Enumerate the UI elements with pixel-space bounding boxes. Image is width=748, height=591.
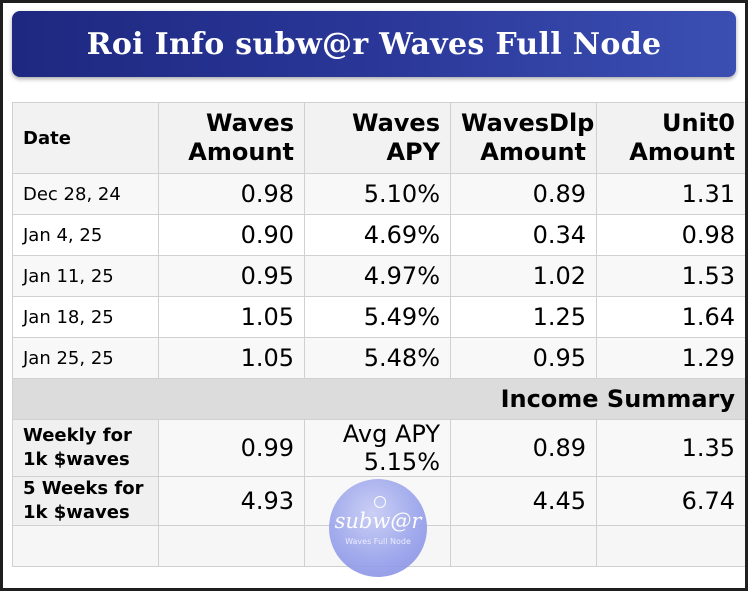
cell-date: Jan 4, 25	[12, 214, 159, 256]
table-row: Jan 25, 25 1.05 5.48% 0.95 1.29	[12, 337, 745, 379]
roi-table: Date Waves Amount Waves APY WavesDlp Amo…	[12, 102, 745, 567]
watermark-name: subw@r	[334, 509, 422, 533]
cell-apy: 5.10%	[304, 173, 451, 215]
col-header-wavesdlp-amount: WavesDlp Amount	[450, 102, 597, 174]
cell-date: Jan 25, 25	[12, 337, 159, 379]
cell-empty	[596, 525, 745, 567]
watermark-tagline: Waves Full Node	[345, 537, 411, 546]
cell-unit0: 1.29	[596, 337, 745, 379]
cell-label: Weekly for 1k $waves	[12, 419, 159, 477]
cell-apy: 4.69%	[304, 214, 451, 256]
cell-dlp: 0.89	[450, 419, 597, 477]
cell-waves: 0.98	[158, 173, 305, 215]
cell-apy: 5.48%	[304, 337, 451, 379]
page-frame: Roi Info subw@r Waves Full Node Date Wav…	[3, 3, 745, 588]
cell-waves: 0.99	[158, 419, 305, 477]
cell-waves: 1.05	[158, 337, 305, 379]
table-row: Dec 28, 24 0.98 5.10% 0.89 1.31	[12, 173, 745, 215]
cell-waves: 0.95	[158, 255, 305, 297]
page-title: Roi Info subw@r Waves Full Node	[86, 26, 662, 62]
section-row: Income Summary	[12, 378, 745, 420]
income-summary-heading: Income Summary	[12, 378, 745, 420]
cell-waves: 0.90	[158, 214, 305, 256]
node-logo-icon	[374, 496, 386, 508]
cell-dlp: 0.89	[450, 173, 597, 215]
avg-apy-value: 5.15%	[363, 448, 440, 476]
cell-date: Jan 18, 25	[12, 296, 159, 338]
table-row: Jan 11, 25 0.95 4.97% 1.02 1.53	[12, 255, 745, 297]
avg-apy-label: Avg APY	[342, 420, 440, 449]
cell-date: Dec 28, 24	[12, 173, 159, 215]
summary-row-weekly: Weekly for 1k $waves 0.99 Avg APY 5.15% 0…	[12, 419, 745, 477]
title-banner: Roi Info subw@r Waves Full Node	[12, 11, 736, 77]
header-row: Date Waves Amount Waves APY WavesDlp Amo…	[12, 102, 745, 174]
cell-empty	[12, 525, 159, 567]
col-header-waves-apy: Waves APY	[304, 102, 451, 174]
table-row: Jan 18, 25 1.05 5.49% 1.25 1.64	[12, 296, 745, 338]
summary-row-five-weeks: 5 Weeks for 1k $waves 4.93 4.45 6.74	[12, 476, 745, 526]
cell-apy: 4.97%	[304, 255, 451, 297]
col-header-waves-amount: Waves Amount	[158, 102, 305, 174]
cell-unit0: 6.74	[596, 476, 745, 526]
cell-dlp: 1.25	[450, 296, 597, 338]
cell-unit0: 1.31	[596, 173, 745, 215]
cell-unit0: 0.98	[596, 214, 745, 256]
cell-empty	[158, 525, 305, 567]
cell-waves: 4.93	[158, 476, 305, 526]
cell-waves: 1.05	[158, 296, 305, 338]
cell-avg-apy: Avg APY 5.15%	[304, 419, 451, 477]
col-header-unit0-amount: Unit0 Amount	[596, 102, 745, 174]
col-header-date: Date	[12, 102, 159, 174]
cell-date: Jan 11, 25	[12, 255, 159, 297]
cell-label: 5 Weeks for 1k $waves	[12, 476, 159, 526]
table-row: Jan 4, 25 0.90 4.69% 0.34 0.98	[12, 214, 745, 256]
cell-dlp: 4.45	[450, 476, 597, 526]
cell-unit0: 1.35	[596, 419, 745, 477]
cell-dlp: 0.34	[450, 214, 597, 256]
cell-unit0: 1.64	[596, 296, 745, 338]
cell-unit0: 1.53	[596, 255, 745, 297]
cell-empty	[450, 525, 597, 567]
cell-apy: 5.49%	[304, 296, 451, 338]
cell-dlp: 1.02	[450, 255, 597, 297]
cell-dlp: 0.95	[450, 337, 597, 379]
watermark-logo: subw@r Waves Full Node	[329, 479, 427, 577]
